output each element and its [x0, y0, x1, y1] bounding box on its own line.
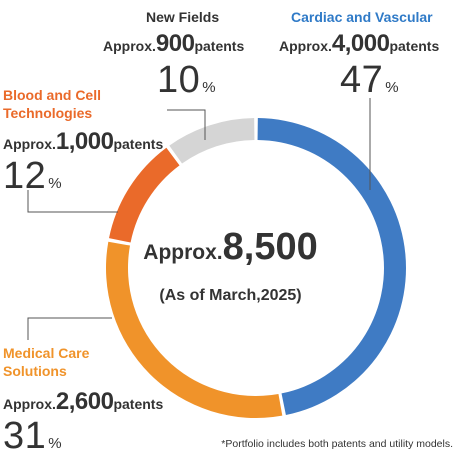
- leader-line-new-fields: [167, 109, 206, 140]
- label-medical-percent: 31%: [3, 415, 62, 457]
- slice-new-fields: [169, 118, 255, 164]
- slice-medical: [105, 241, 283, 418]
- label-medical-count: Approx.2,600patents: [3, 388, 164, 415]
- center-as-of: (As of March,2025): [159, 287, 302, 304]
- label-new-fields-percent: 10%: [157, 59, 216, 101]
- label-new-fields-count: Approx.900patents: [103, 30, 245, 57]
- label-cardiac-percent: 47%: [340, 59, 399, 101]
- label-blood-name: Blood and Cell Technologies: [3, 87, 101, 121]
- footnote: *Portfolio includes both patents and uti…: [221, 438, 453, 450]
- label-blood-count: Approx.1,000patents: [3, 128, 164, 155]
- label-blood-percent: 12%: [3, 155, 62, 197]
- leader-line-medical: [27, 317, 112, 340]
- center-total-value: 8,500: [222, 226, 318, 268]
- center-prefix: Approx.: [143, 241, 223, 264]
- leader-line-blood: [27, 190, 118, 213]
- label-cardiac-name: Cardiac and Vascular: [291, 9, 433, 25]
- label-medical-name: Medical Care Solutions: [3, 345, 90, 379]
- slice-cardiac: [257, 118, 407, 415]
- center-total: Approx.8,500: [0, 226, 461, 269]
- label-new-fields-name: New Fields: [146, 9, 220, 25]
- slice-blood: [109, 147, 180, 243]
- label-cardiac-count: Approx.4,000patents: [279, 30, 440, 57]
